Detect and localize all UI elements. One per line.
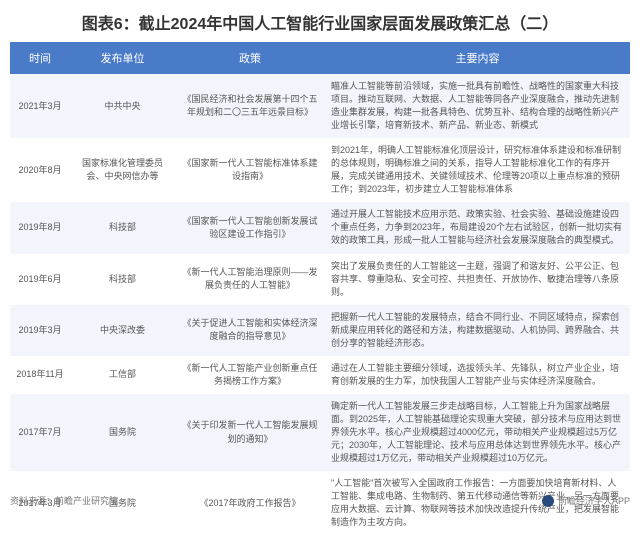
cell-body: 确定新一代人工智能发展三步走战略目标，人工智能上升为国家战略层面。到2025年，… xyxy=(325,394,630,471)
cell-org: 国务院 xyxy=(70,394,175,471)
chart-title: 图表6：截止2024年中国人工智能行业国家层面发展政策汇总（二） xyxy=(0,0,640,42)
source-label: 资料来源：前瞻产业研究院 xyxy=(10,494,118,507)
cell-time: 2017年7月 xyxy=(10,394,70,471)
cell-body: 瞄准人工智能等前沿领域，实施一批具有前瞻性、战略性的国家重大科技项目。推动互联网… xyxy=(325,74,630,138)
brand-logo-icon xyxy=(542,495,554,507)
cell-org: 中共中央 xyxy=(70,74,175,138)
cell-policy: 《新一代人工智能治理原则——发展负责任的人工智能》 xyxy=(175,254,325,305)
cell-policy: 《国家新一代人工智能标准体系建设指南》 xyxy=(175,138,325,202)
cell-time: 2019年6月 xyxy=(10,254,70,305)
cell-policy: 《新一代人工智能产业创新重点任务揭榜工作方案》 xyxy=(175,356,325,394)
cell-time: 2021年3月 xyxy=(10,74,70,138)
footer: 资料来源：前瞻产业研究院 前瞻经济学人APP xyxy=(10,494,630,507)
cell-org: 中央深改委 xyxy=(70,305,175,356)
cell-body: 通过在人工智能主要细分领域，选拔领头羊、先锋队，树立产业企业，培育创新发展的生力… xyxy=(325,356,630,394)
cell-body: 突出了发展负责任的人工智能这一主题，强调了和谐友好、公平公正、包容共享、尊重隐私… xyxy=(325,254,630,305)
table-row: 2019年6月科技部《新一代人工智能治理原则——发展负责任的人工智能》突出了发展… xyxy=(10,254,630,305)
table-row: 2017年7月国务院《关于印发新一代人工智能发展规划的通知》确定新一代人工智能发… xyxy=(10,394,630,471)
policy-table: 时间 发布单位 政策 主要内容 2021年3月中共中央《国民经济和社会发展第十四… xyxy=(10,42,630,535)
cell-time: 2020年8月 xyxy=(10,138,70,202)
col-header-body: 主要内容 xyxy=(325,42,630,74)
cell-body: 通过开展人工智能技术应用示范、政策实验、社会实验、基础设施建设四个重点任务，力争… xyxy=(325,202,630,253)
cell-policy: 《国家新一代人工智能创新发展试验区建设工作指引》 xyxy=(175,202,325,253)
table-row: 2019年8月科技部《国家新一代人工智能创新发展试验区建设工作指引》通过开展人工… xyxy=(10,202,630,253)
table-row: 2019年3月中央深改委《关于促进人工智能和实体经济深度融合的指导意见》把握新一… xyxy=(10,305,630,356)
cell-time: 2019年3月 xyxy=(10,305,70,356)
cell-body: 把握新一代人工智能的发展特点，结合不同行业、不同区域特点，探索创新成果应用转化的… xyxy=(325,305,630,356)
cell-time: 2018年11月 xyxy=(10,356,70,394)
cell-time: 2019年8月 xyxy=(10,202,70,253)
footer-brand-wrap: 前瞻经济学人APP xyxy=(542,494,630,507)
col-header-policy: 政策 xyxy=(175,42,325,74)
table-header-row: 时间 发布单位 政策 主要内容 xyxy=(10,42,630,74)
col-header-org: 发布单位 xyxy=(70,42,175,74)
cell-policy: 《关于印发新一代人工智能发展规划的通知》 xyxy=(175,394,325,471)
cell-org: 科技部 xyxy=(70,202,175,253)
cell-org: 工信部 xyxy=(70,356,175,394)
cell-policy: 《国民经济和社会发展第十四个五年规划和二〇三五年远景目标》 xyxy=(175,74,325,138)
table-row: 2020年8月国家标准化管理委员会、中央网信办等《国家新一代人工智能标准体系建设… xyxy=(10,138,630,202)
cell-body: 到2021年，明确人工智能标准化顶层设计，研究标准体系建设和标准研制的总体规则，… xyxy=(325,138,630,202)
table-row: 2018年11月工信部《新一代人工智能产业创新重点任务揭榜工作方案》通过在人工智… xyxy=(10,356,630,394)
footer-brand: 前瞻经济学人APP xyxy=(558,494,630,507)
table-row: 2021年3月中共中央《国民经济和社会发展第十四个五年规划和二〇三五年远景目标》… xyxy=(10,74,630,138)
col-header-time: 时间 xyxy=(10,42,70,74)
cell-org: 国家标准化管理委员会、中央网信办等 xyxy=(70,138,175,202)
cell-policy: 《关于促进人工智能和实体经济深度融合的指导意见》 xyxy=(175,305,325,356)
cell-org: 科技部 xyxy=(70,254,175,305)
